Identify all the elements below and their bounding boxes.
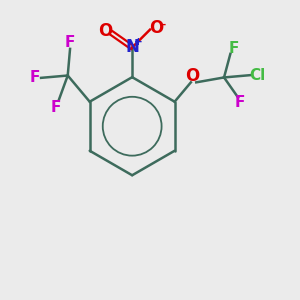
- Text: O: O: [149, 19, 164, 37]
- Text: -: -: [162, 20, 166, 30]
- Text: F: F: [65, 35, 75, 50]
- Text: F: F: [234, 95, 245, 110]
- Text: O: O: [98, 22, 112, 40]
- Text: +: +: [134, 37, 143, 47]
- Text: O: O: [185, 68, 200, 85]
- Text: F: F: [228, 41, 238, 56]
- Text: Cl: Cl: [249, 68, 266, 83]
- Text: F: F: [29, 70, 40, 85]
- Text: N: N: [125, 38, 139, 56]
- Text: F: F: [50, 100, 61, 115]
